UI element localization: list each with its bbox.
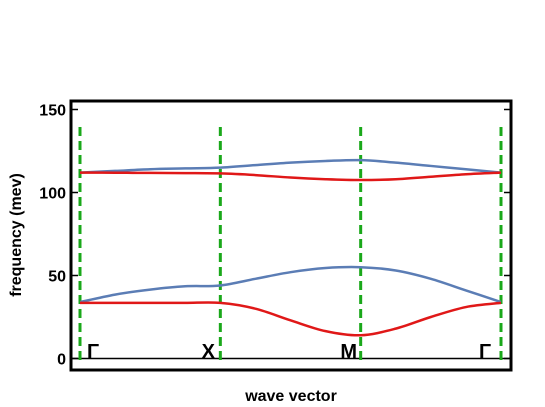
series-line-3: [79, 265, 502, 304]
series-line-2: [79, 171, 502, 182]
y-axis-title: frequency (mev): [8, 173, 25, 297]
y-tick-label: 150: [39, 103, 66, 120]
y-tick-label: 50: [48, 269, 66, 286]
symmetry-label: Γ: [479, 341, 491, 363]
y-tick-label: 100: [39, 186, 66, 203]
series-line-1: [79, 158, 502, 174]
x-axis-title: wave vector: [244, 388, 337, 405]
plot-frame: [69, 99, 513, 372]
symmetry-label: M: [340, 341, 357, 363]
series-line-4: [79, 301, 502, 337]
symmetry-label: X: [202, 341, 216, 363]
y-tick-label: 0: [57, 352, 66, 369]
symmetry-label: Γ: [87, 341, 99, 363]
